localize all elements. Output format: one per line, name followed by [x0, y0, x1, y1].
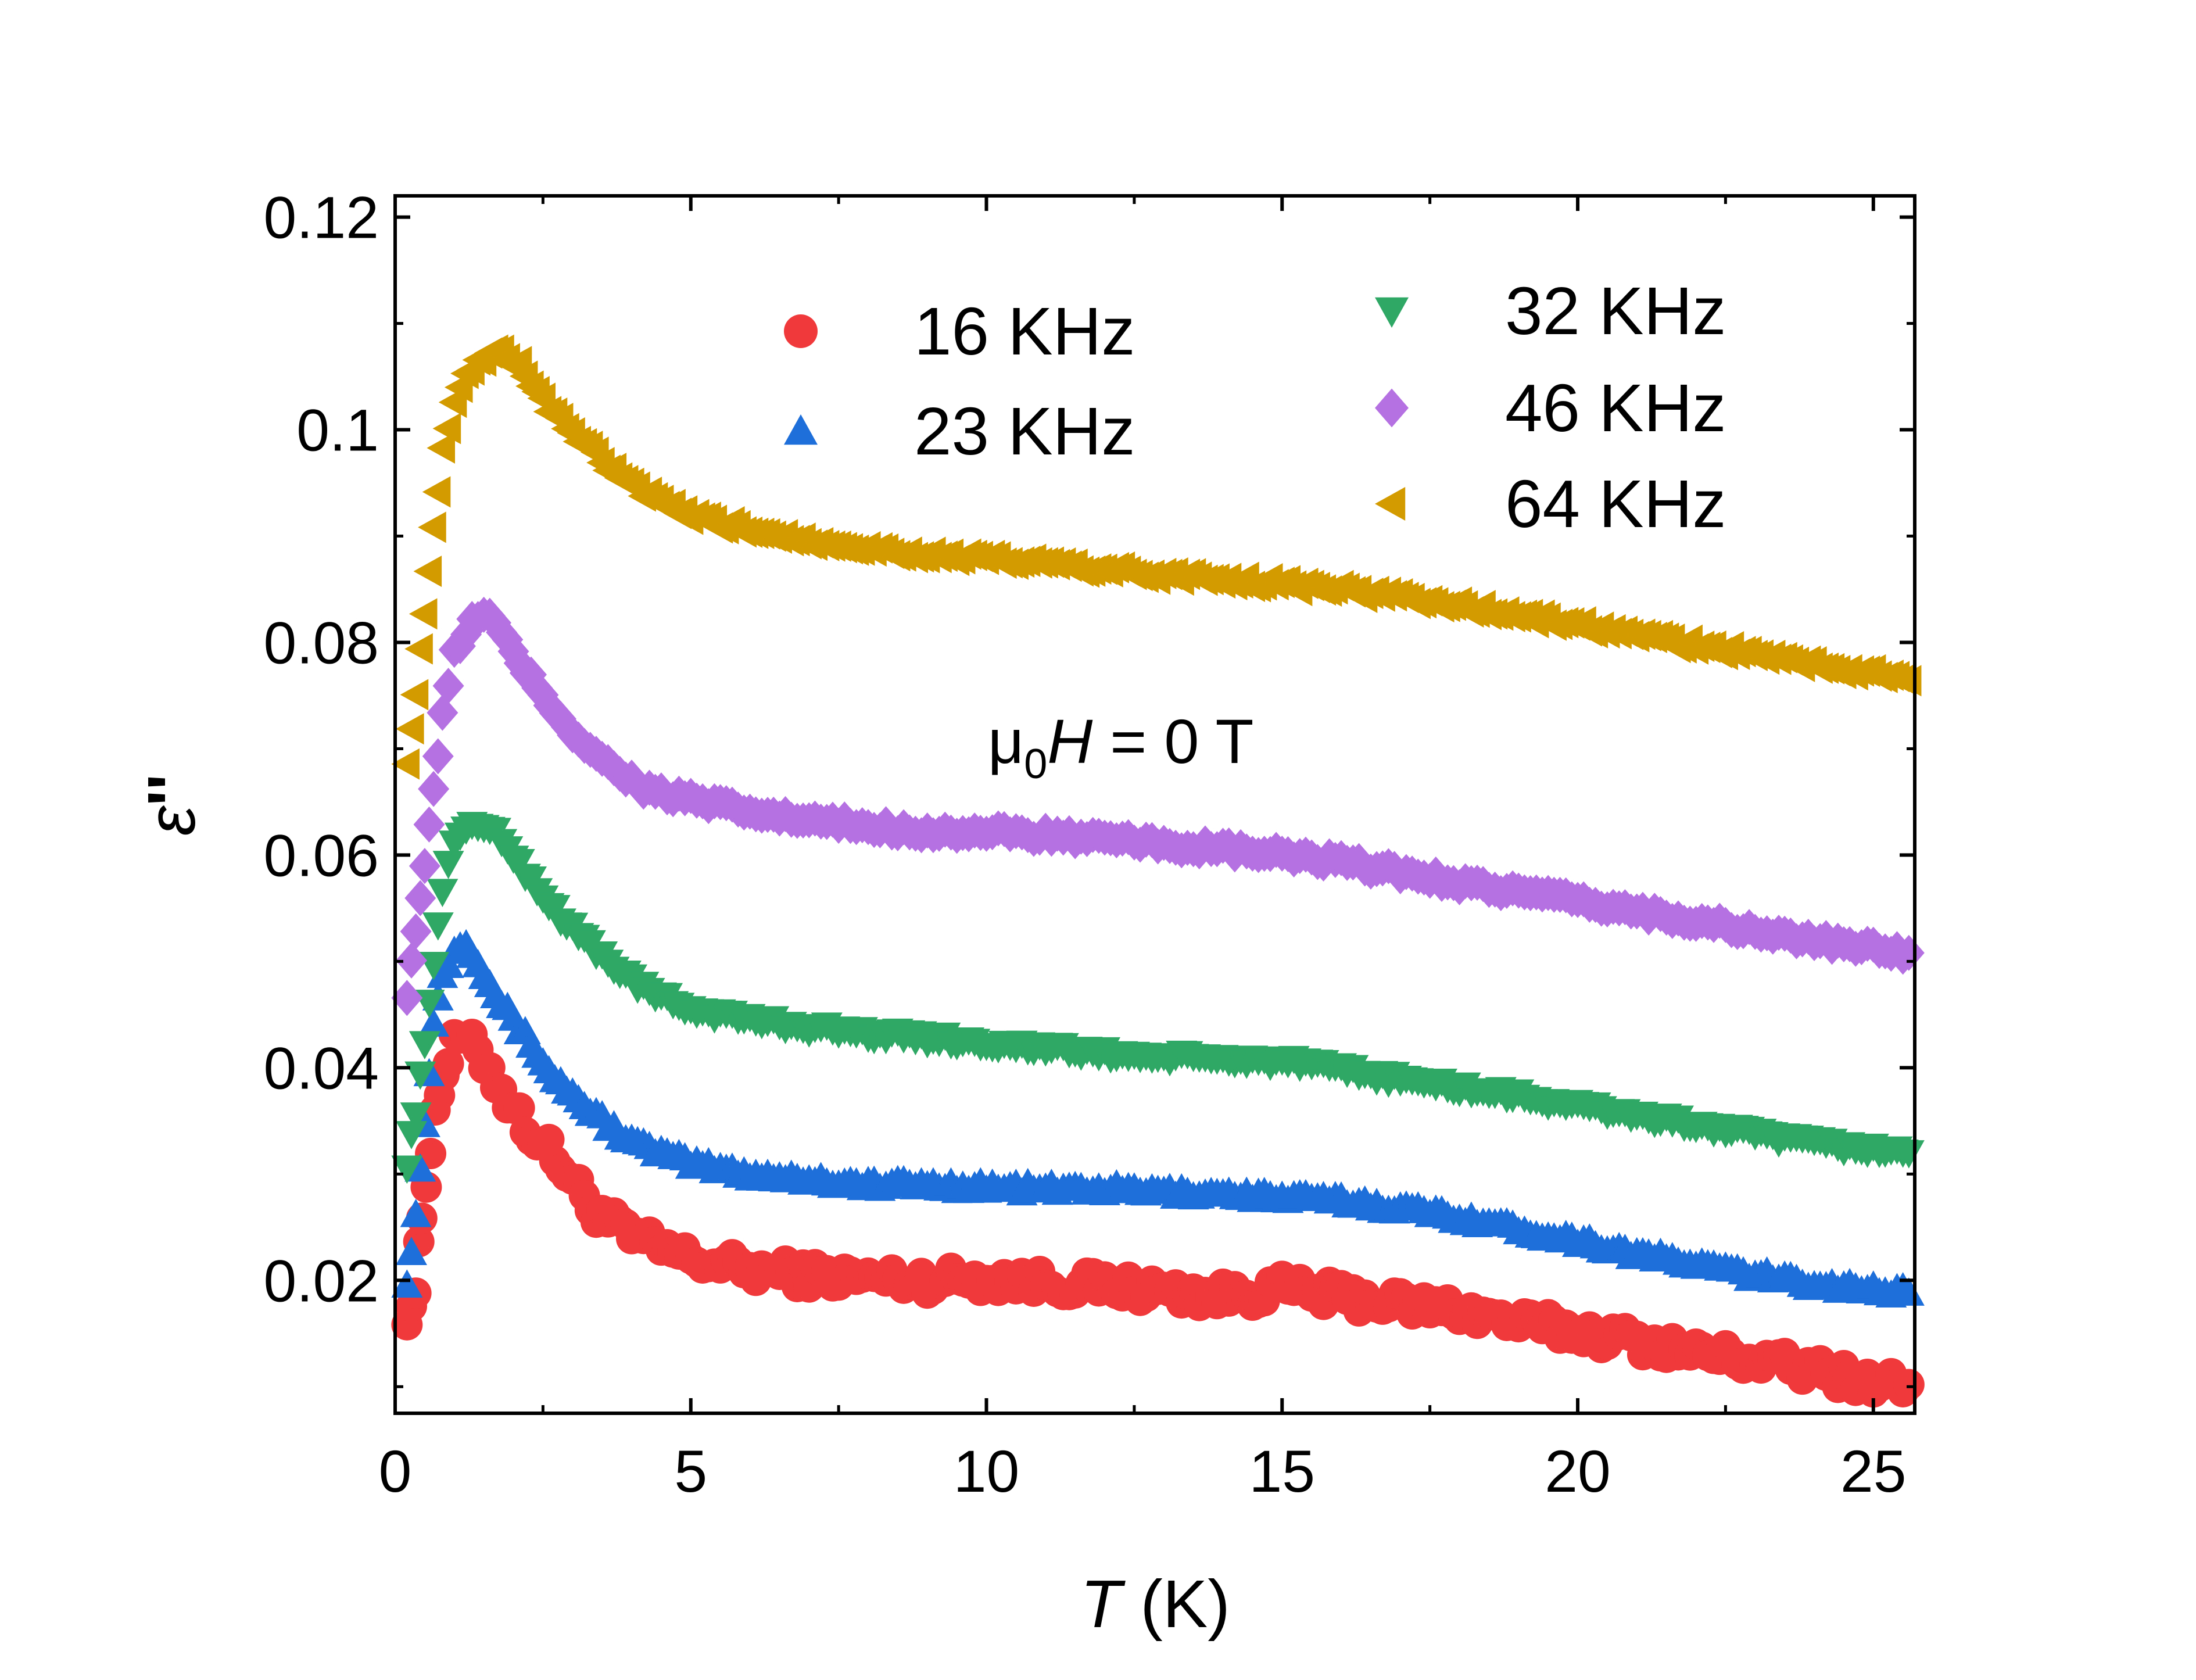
legend-item: 23 KHz — [784, 393, 1135, 469]
x-tick-label: 10 — [954, 1438, 1019, 1505]
data-point — [432, 851, 464, 879]
data-point — [395, 713, 424, 745]
data-point — [422, 738, 454, 775]
data-point — [395, 1237, 427, 1265]
data-point — [400, 913, 432, 950]
series-64-khz — [391, 334, 1922, 780]
data-point — [503, 848, 535, 877]
data-point — [427, 879, 458, 907]
legend-marker — [784, 414, 818, 445]
y-tick-label: 0.02 — [263, 1248, 379, 1314]
legend-item: 16 KHz — [784, 293, 1135, 369]
legend-item: 46 KHz — [1375, 370, 1726, 446]
x-tick-label: 5 — [674, 1438, 707, 1505]
data-point — [418, 771, 450, 807]
legend-label: 16 KHz — [914, 293, 1135, 369]
legend-marker — [1375, 487, 1406, 521]
y-tick-label: 0.1 — [296, 397, 379, 464]
data-point — [409, 848, 440, 884]
y-tick-label: 0.04 — [263, 1035, 379, 1101]
series-46-khz — [391, 596, 1925, 1016]
data-point — [413, 556, 442, 588]
data-point — [409, 1031, 440, 1059]
data-point — [400, 1102, 432, 1131]
data-point — [432, 1048, 464, 1080]
data-point — [404, 633, 433, 665]
data-point — [395, 1121, 427, 1149]
data-point — [427, 694, 458, 731]
legend-marker — [784, 314, 818, 348]
legend: 16 KHz 23 KHz 32 KHz 46 KHz 64 KHz — [784, 273, 1726, 542]
data-point — [404, 1061, 436, 1090]
data-point — [1893, 1369, 1925, 1400]
y-axis-title: ε'' — [134, 774, 209, 836]
series-16-khz — [391, 1019, 1925, 1408]
x-tick-label: 0 — [379, 1438, 412, 1505]
data-point — [418, 1008, 450, 1037]
series-23-khz — [391, 929, 1925, 1308]
data-point — [503, 1092, 535, 1124]
data-point — [427, 432, 456, 464]
legend-item: 32 KHz — [1375, 273, 1726, 349]
legend-label: 23 KHz — [914, 393, 1135, 469]
annotation-field: μ0H = 0 T — [988, 706, 1253, 787]
legend-marker — [1375, 297, 1409, 328]
x-tick-label: 25 — [1840, 1438, 1906, 1505]
legend-label: 46 KHz — [1505, 370, 1726, 446]
data-point — [413, 806, 445, 843]
x-tick-label: 15 — [1249, 1438, 1315, 1505]
plot-frame — [393, 194, 1916, 1415]
data-point — [422, 476, 451, 508]
data-point — [432, 950, 464, 978]
legend-marker — [1375, 388, 1409, 428]
x-tick-label: 20 — [1545, 1438, 1610, 1505]
x-axis-title: T (K) — [1080, 1566, 1230, 1642]
data-point — [418, 511, 446, 543]
data-point — [391, 980, 423, 1016]
data-point — [432, 413, 461, 445]
y-tick-label: 0.12 — [263, 185, 379, 251]
y-tick-label: 0.08 — [263, 610, 379, 676]
data-point — [404, 1153, 436, 1182]
data-point — [404, 880, 436, 916]
series-32-khz — [391, 812, 1925, 1184]
legend-item: 64 KHz — [1375, 466, 1726, 542]
data-point — [395, 942, 427, 979]
legend-label: 32 KHz — [1505, 273, 1726, 349]
data-markers — [391, 334, 1925, 1408]
data-point — [409, 598, 438, 630]
data-point — [432, 668, 464, 704]
axis-ticks: 0 5 10 15 20 25 0.02 0.04 0.06 0.08 0.1 0.12 — [263, 185, 1915, 1505]
data-point — [391, 748, 420, 780]
data-point — [391, 1269, 423, 1298]
data-point — [1893, 934, 1925, 971]
data-point — [391, 1155, 423, 1184]
data-point — [1893, 1277, 1925, 1306]
data-point — [422, 912, 454, 941]
legend-label: 64 KHz — [1505, 466, 1726, 542]
data-point — [1893, 1140, 1925, 1169]
data-point — [400, 1199, 432, 1227]
y-tick-label: 0.06 — [263, 822, 379, 889]
data-point — [400, 679, 429, 711]
